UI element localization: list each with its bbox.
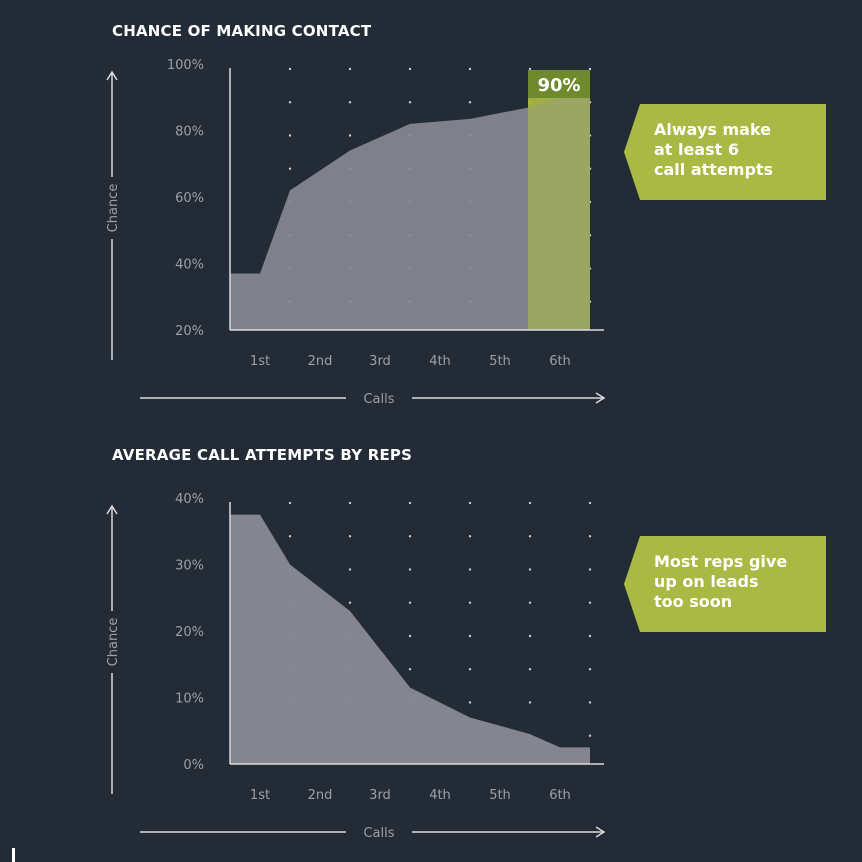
y-arrowhead: [106, 70, 118, 81]
grid-dot: [348, 67, 352, 71]
x-tick-label: 1st: [250, 354, 270, 369]
y-tick-label: 10%: [175, 692, 204, 707]
grid-dot: [588, 634, 592, 638]
grid-dot: [348, 134, 352, 137]
chance-of-contact-chart: 90% 100% 80% 60% 40% 20% 1st 2nd 3rd 4th 5th 6th Cal…: [106, 58, 606, 407]
grid-dot: [288, 101, 292, 104]
y-tick-label: 60%: [175, 191, 204, 206]
chart-title: CHANCE OF MAKING CONTACT: [112, 22, 372, 40]
grid-dot: [288, 535, 292, 538]
x-tick-label: 2nd: [308, 354, 333, 369]
grid-dot: [348, 601, 352, 604]
grid-dot: [588, 601, 592, 604]
x-arrowhead: [595, 392, 606, 404]
y-tick-label: 20%: [175, 324, 204, 339]
grid-dot: [468, 501, 472, 505]
grid-dot: [408, 634, 412, 638]
grid-dot: [408, 501, 412, 505]
grid-dot: [588, 568, 592, 571]
y-arrowhead: [106, 504, 118, 515]
y-tick-label: 0%: [183, 758, 204, 773]
grid-dot: [588, 668, 592, 671]
y-tick-label: 40%: [175, 258, 204, 273]
grid-dot: [528, 568, 532, 571]
grid-dot: [348, 535, 352, 538]
grid-dot: [528, 668, 532, 671]
callout-box: Most reps give up on leads too soon: [624, 536, 826, 632]
grid-dot: [408, 668, 412, 671]
grid-dot: [408, 568, 412, 571]
x-tick-label: 6th: [549, 354, 571, 369]
grid-dot: [468, 568, 472, 571]
grid-dot: [408, 535, 412, 538]
grid-dot: [588, 701, 592, 704]
callout-box: Always make at least 6 call attempts: [624, 104, 826, 200]
grid-dot: [468, 601, 472, 604]
x-tick-label: 1st: [250, 788, 270, 803]
grid-dot: [468, 701, 472, 704]
grid-dot: [348, 501, 352, 505]
grid-dot: [528, 601, 532, 604]
grid-dot: [408, 101, 412, 104]
highlight-label: 90%: [537, 75, 580, 96]
callout-text: Most reps give up on leads too soon: [654, 552, 788, 611]
chart-title: AVERAGE CALL ATTEMPTS BY REPS: [112, 446, 413, 464]
x-tick-label: 6th: [549, 788, 571, 803]
callout-arrow-shape: [624, 536, 826, 632]
grid-dot: [408, 601, 412, 604]
grid-dot: [528, 67, 532, 71]
x-arrowhead: [595, 826, 606, 838]
grid-dot: [588, 535, 592, 538]
grid-dot: [588, 734, 592, 737]
grid-dot: [408, 67, 412, 71]
grid-dot: [528, 701, 532, 704]
average-call-attempts-chart: 40% 30% 20% 10% 0% 1st 2nd 3rd 4th 5th 6th Calls Cha…: [106, 492, 606, 841]
data-area: [230, 97, 590, 330]
grid-dot: [348, 568, 352, 571]
x-tick-label: 3rd: [369, 788, 391, 803]
callout-text: Always make at least 6 call attempts: [654, 120, 774, 179]
x-tick-label: 5th: [489, 788, 511, 803]
grid-dot: [528, 535, 532, 538]
grid-dot: [468, 634, 472, 638]
x-tick-label: 5th: [489, 354, 511, 369]
callout-arrow-shape: [624, 104, 826, 200]
y-tick-label: 20%: [175, 625, 204, 640]
grid-dot: [288, 67, 292, 71]
grid-dot: [528, 501, 532, 505]
corner-mark: [12, 848, 15, 862]
grid-dot: [468, 101, 472, 104]
x-tick-label: 2nd: [308, 788, 333, 803]
grid-dot: [588, 501, 592, 505]
y-tick-label: 100%: [167, 58, 204, 73]
y-axis-label: Chance: [106, 184, 121, 233]
grid-dot: [528, 634, 532, 638]
grid-dot: [468, 668, 472, 671]
y-tick-label: 80%: [175, 125, 204, 140]
grid-dot: [288, 134, 292, 137]
grid-dot: [288, 167, 292, 170]
highlight-overlay: [528, 97, 590, 330]
grid-dot: [588, 67, 592, 71]
x-tick-label: 4th: [429, 354, 451, 369]
x-axis-label: Calls: [363, 392, 394, 407]
y-tick-label: 30%: [175, 559, 204, 574]
grid-dot: [348, 101, 352, 104]
data-area: [230, 514, 590, 764]
y-tick-label: 40%: [175, 492, 204, 507]
x-axis-label: Calls: [363, 826, 394, 841]
grid-dot: [288, 501, 292, 505]
x-tick-label: 4th: [429, 788, 451, 803]
grid-dot: [468, 535, 472, 538]
grid-dot: [468, 67, 472, 71]
y-axis-label: Chance: [106, 618, 121, 667]
highlight-label-box: [528, 70, 590, 98]
x-tick-label: 3rd: [369, 354, 391, 369]
